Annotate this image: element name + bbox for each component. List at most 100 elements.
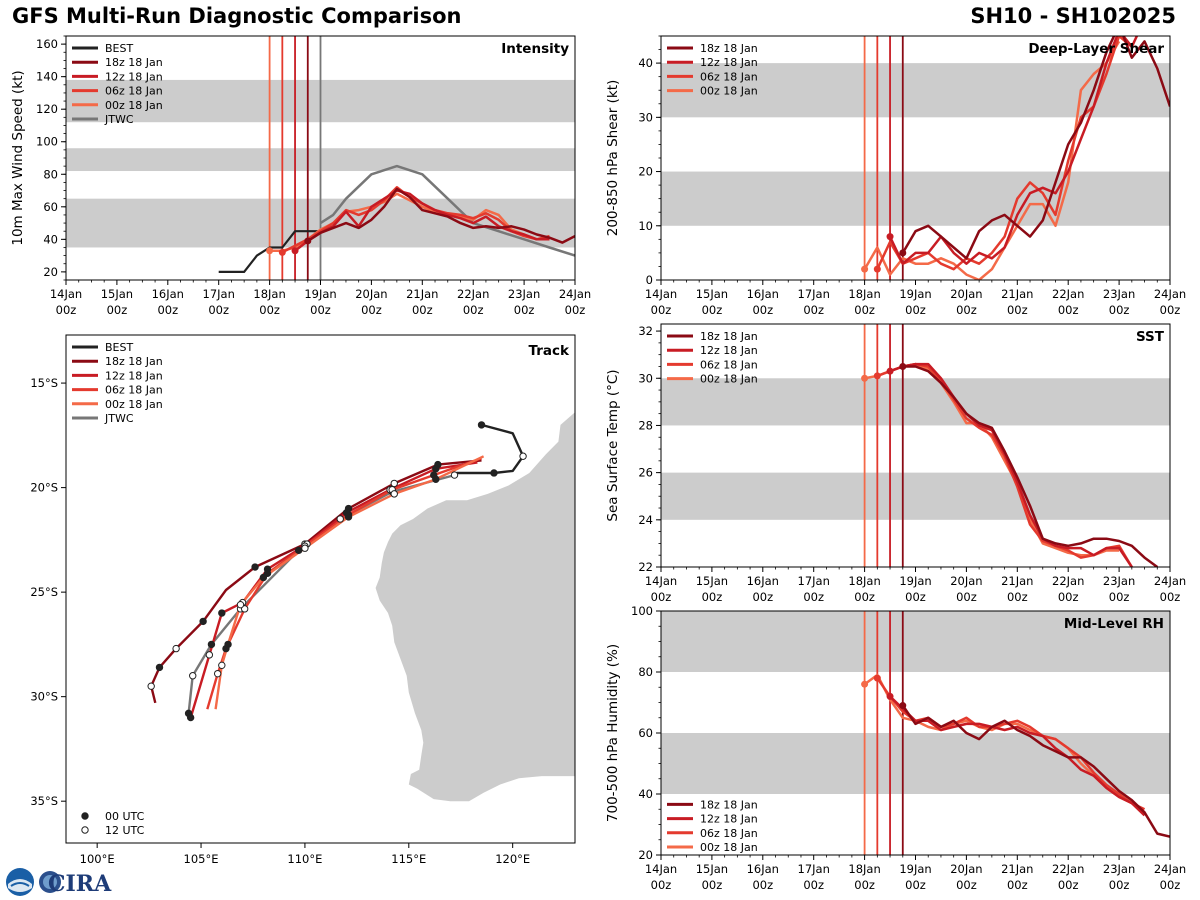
- marker-00utc: [224, 640, 232, 649]
- y-tick-label: 20: [638, 848, 653, 862]
- x-tick-label: 00z: [412, 303, 433, 317]
- x-tick-label: 16Jan: [152, 287, 184, 301]
- y-axis-label: 10m Max Wind Speed (kt): [10, 70, 26, 245]
- x-tick-label: 23Jan: [1103, 862, 1135, 876]
- x-tick-label: 00z: [1058, 303, 1079, 317]
- panel-title: Mid-Level RH: [1064, 616, 1164, 632]
- marker-12utc: [336, 515, 344, 523]
- plot-frame: [65, 334, 576, 844]
- y-axis-label: Sea Surface Temp (°C): [605, 369, 621, 521]
- track-line-00z-18-jan: [214, 455, 485, 710]
- track-chart: 100°E 105°E 110°E 115°E 120°E 15°S 20°S 25°S 30°…: [30, 334, 576, 866]
- intensity-plot-area: [66, 36, 575, 280]
- marker-00utc: [207, 640, 216, 649]
- x-tick-label: 00z: [1160, 878, 1181, 892]
- panel-title: Deep-Layer Shear: [1028, 41, 1164, 57]
- series-start-point: [304, 237, 312, 245]
- x-tick-label: 00z: [208, 303, 229, 317]
- x-tick-label: 16Jan: [747, 574, 779, 588]
- series-start-point: [873, 265, 881, 273]
- x-tick-label: 20Jan: [950, 287, 982, 301]
- reference-band: [661, 611, 1170, 672]
- series-line-12z-18-jan: [294, 189, 550, 252]
- x-tick-label: 00z: [1109, 303, 1130, 317]
- cira-wordmark: CIRA: [48, 871, 112, 897]
- legend-label: 18z 18 Jan: [105, 355, 163, 368]
- x-tick-label: 17Jan: [203, 287, 235, 301]
- series-line-best: [218, 230, 321, 273]
- panel-title: Intensity: [501, 41, 569, 57]
- series-line-12z-18-jan: [889, 695, 1146, 817]
- marker-legend-12utc: [81, 826, 89, 834]
- series-line-06z-18-jan: [876, 677, 1146, 811]
- marker-00utc: [155, 663, 164, 672]
- series-start-point: [291, 247, 299, 255]
- legend-label: 18z 18 Jan: [105, 56, 163, 69]
- x-tick-label: 15Jan: [696, 287, 728, 301]
- x-tick-label: 24Jan: [559, 287, 591, 301]
- shear-chart: 0 10 20 30 40 14Jan 00z 15Jan 00z 16Jan 00z 17Jan 00…: [605, 35, 1186, 317]
- panel-title: SST: [1136, 329, 1165, 345]
- x-tick-label: 120°E: [495, 852, 530, 866]
- x-tick-label: 22Jan: [1052, 287, 1084, 301]
- legend-label: 12z 18 Jan: [700, 813, 758, 826]
- series-start-point: [899, 362, 907, 370]
- series-line-18z-18-jan: [901, 36, 1170, 260]
- x-tick-label: 21Jan: [1001, 574, 1033, 588]
- legend-label: JTWC: [104, 113, 134, 126]
- y-tick-label: 140: [36, 70, 58, 84]
- legend-label: 12z 18 Jan: [700, 56, 758, 69]
- y-tick-label: 120: [36, 102, 58, 116]
- marker-00utc: [251, 563, 259, 571]
- x-tick-label: 00z: [1109, 878, 1130, 892]
- x-tick-label: 20Jan: [950, 574, 982, 588]
- series-start-point: [886, 692, 894, 700]
- series-line-18z-18-jan: [901, 704, 1170, 838]
- reference-band: [661, 733, 1170, 794]
- x-tick-label: 14Jan: [50, 287, 82, 301]
- marker-12utc: [519, 452, 527, 460]
- y-tick-label: 32: [638, 324, 653, 338]
- series-line-12z-18-jan: [889, 362, 1133, 567]
- x-tick-label: 20Jan: [950, 862, 982, 876]
- x-tick-label: 00z: [651, 303, 672, 317]
- legend-label: 00z 18 Jan: [105, 99, 163, 112]
- x-tick-label: 17Jan: [798, 574, 830, 588]
- x-tick-label: 00z: [854, 303, 875, 317]
- y-tick-label: 28: [638, 418, 653, 432]
- y-tick-label: 20°S: [30, 481, 58, 495]
- series-start-point: [899, 702, 907, 710]
- x-tick-label: 15Jan: [696, 862, 728, 876]
- marker-12utc: [213, 669, 222, 678]
- noaa-cira-logo: CIRA: [6, 868, 112, 897]
- intensity-chart: 20 40 60 80 100 120 140 160 14Jan 00z 15Jan 00z 16Ja…: [10, 35, 591, 317]
- marker-legend-00utc: [81, 812, 89, 820]
- x-tick-label: 00z: [56, 303, 77, 317]
- x-tick-label: 00z: [107, 303, 128, 317]
- x-tick-label: 22Jan: [1052, 574, 1084, 588]
- x-tick-label: 18Jan: [848, 862, 880, 876]
- x-tick-label: 23Jan: [1103, 287, 1135, 301]
- x-tick-label: 17Jan: [798, 287, 830, 301]
- x-tick-label: 14Jan: [645, 287, 677, 301]
- x-tick-label: 22Jan: [1052, 862, 1084, 876]
- x-tick-label: 00z: [565, 303, 586, 317]
- legend-label: JTWC: [104, 412, 134, 425]
- x-tick-label: 00z: [1007, 590, 1028, 604]
- x-tick-label: 21Jan: [1001, 287, 1033, 301]
- x-tick-label: 00z: [361, 303, 382, 317]
- series-start-point: [886, 367, 894, 375]
- x-tick-label: 00z: [803, 303, 824, 317]
- x-tick-label: 00z: [956, 303, 977, 317]
- y-tick-label: 22: [638, 560, 653, 574]
- legend-label: 18z 18 Jan: [700, 42, 758, 55]
- x-tick-label: 00z: [1160, 303, 1181, 317]
- x-tick-label: 00z: [905, 590, 926, 604]
- marker-00utc: [259, 573, 268, 582]
- marker-00utc: [490, 469, 498, 477]
- series-line-06z-18-jan: [281, 186, 550, 254]
- x-tick-label: 00z: [651, 878, 672, 892]
- sst-chart: 22 24 26 28 30 32 14Jan 00z 15Jan 00z 16Jan 00z 17Ja…: [605, 323, 1186, 604]
- rh-chart: 20 40 60 80 100 14Jan 00z 15Jan 00z 16Jan 00z 17Jan…: [605, 604, 1186, 892]
